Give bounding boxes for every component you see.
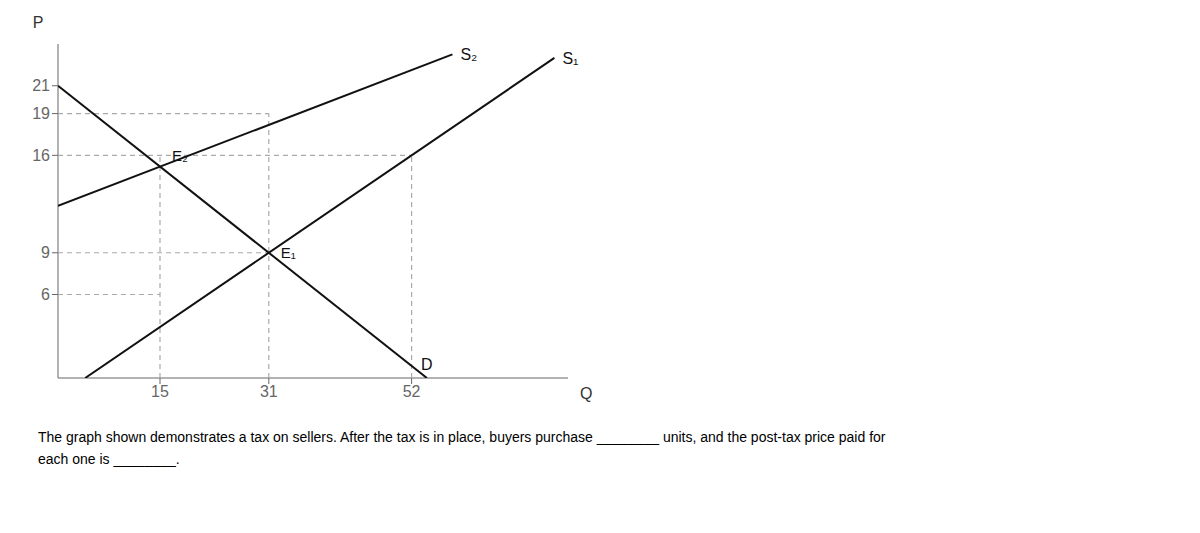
svg-text:9: 9: [41, 244, 50, 261]
svg-text:P: P: [33, 14, 44, 31]
svg-text:31: 31: [260, 383, 278, 400]
svg-text:S₂: S₂: [460, 46, 477, 63]
html-text:each one is ________.: each one is ________.: [38, 451, 180, 467]
svg-text:15: 15: [151, 383, 169, 400]
svg-text:Q: Q: [580, 385, 592, 402]
svg-text:21: 21: [32, 77, 50, 94]
svg-text:16: 16: [32, 147, 50, 164]
svg-text:52: 52: [403, 383, 421, 400]
svg-text:E₂: E₂: [172, 147, 188, 164]
svg-text:6: 6: [41, 286, 50, 303]
html-text:The graph shown demonstrates a: The graph shown demonstrates a tax on se…: [38, 429, 886, 445]
svg-text:S₁: S₁: [562, 50, 578, 67]
svg-text:D: D: [421, 356, 433, 373]
svg-text:19: 19: [32, 105, 50, 122]
svg-text:E₁: E₁: [281, 244, 296, 261]
